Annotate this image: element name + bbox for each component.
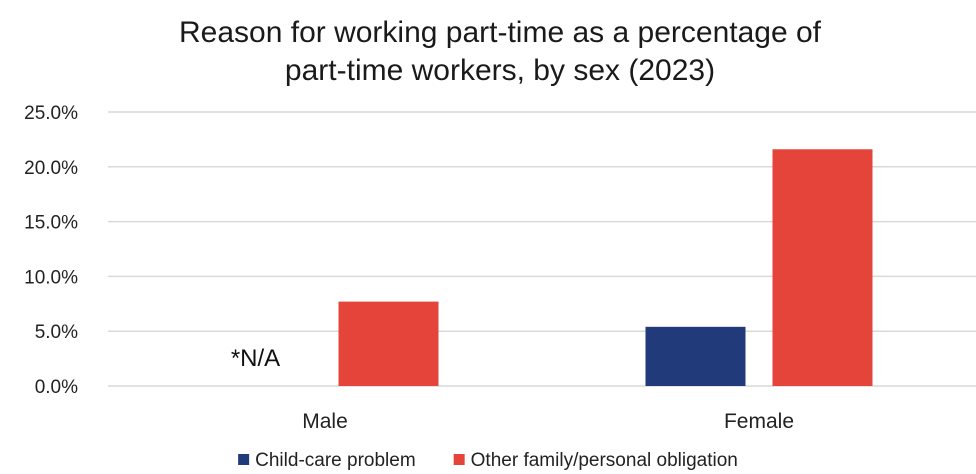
- annotations: *N/A: [231, 345, 280, 372]
- bars: [338, 149, 873, 386]
- chart-title-line-1: Reason for working part-time as a percen…: [179, 16, 822, 49]
- x-category-label: Male: [302, 410, 348, 433]
- bar: [338, 301, 439, 386]
- x-axis-categories: Male Female: [302, 410, 794, 433]
- y-tick-label: 25.0%: [24, 103, 78, 124]
- legend-label: Child-care problem: [255, 450, 416, 471]
- legend-label: Other family/personal obligation: [471, 450, 738, 471]
- bar: [772, 149, 873, 386]
- bar: [645, 326, 746, 386]
- y-tick-label: 10.0%: [24, 267, 78, 288]
- annotation-label: *N/A: [231, 345, 280, 372]
- legend-swatch: [238, 454, 250, 465]
- legend-swatch: [453, 454, 465, 465]
- y-tick-label: 0.0%: [35, 377, 78, 398]
- y-axis-ticks: 0.0% 5.0% 10.0% 15.0% 20.0% 25.0%: [24, 103, 78, 398]
- legend: Child-care problem Other family/personal …: [238, 450, 738, 471]
- y-tick-label: 20.0%: [24, 158, 78, 179]
- x-category-label: Female: [724, 410, 794, 433]
- y-tick-label: 15.0%: [24, 213, 78, 234]
- chart-title-line-2: part-time workers, by sex (2023): [285, 54, 715, 87]
- y-tick-label: 5.0%: [35, 322, 78, 343]
